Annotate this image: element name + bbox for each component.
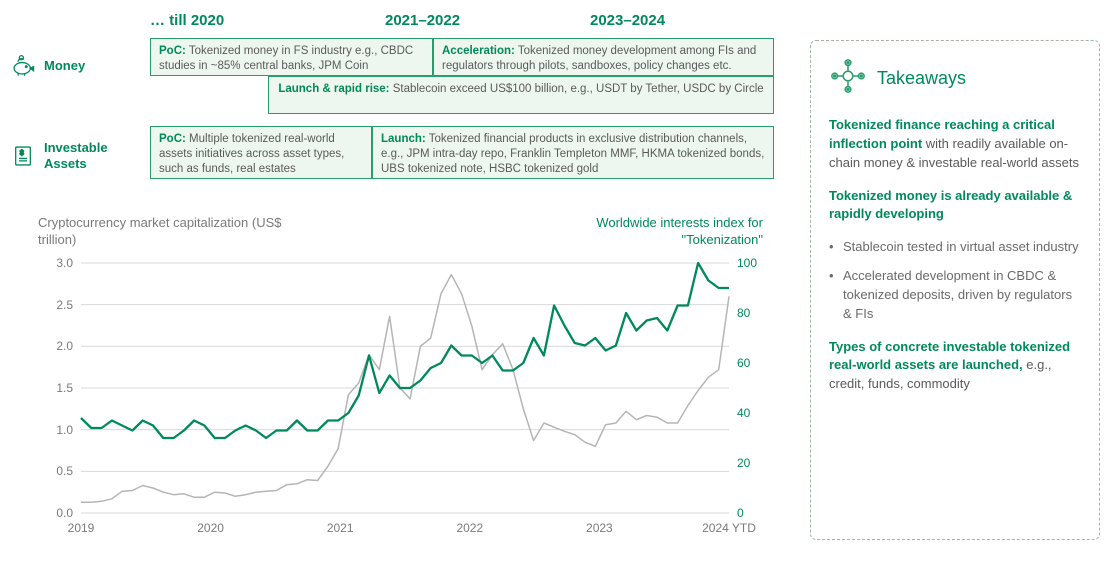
x-tick: 2022 <box>430 521 510 535</box>
x-tick: 2020 <box>171 521 251 535</box>
takeaway-2: Tokenized money is already available & r… <box>829 187 1081 225</box>
network-icon <box>829 57 867 100</box>
y-left-tick: 0.5 <box>26 464 73 478</box>
x-tick: 2021 <box>300 521 380 535</box>
x-tick: 2019 <box>41 521 121 535</box>
box-money-launch: Launch & rapid rise: Stablecoin exceed U… <box>268 76 774 114</box>
document-dollar-icon: $ <box>10 143 36 169</box>
box-text: Tokenized money in FS industry e.g., CBD… <box>159 45 413 72</box>
piggy-bank-icon <box>10 52 36 78</box>
period-2: 2021–2022 <box>385 12 590 29</box>
box-text: Multiple tokenized real-world assets ini… <box>159 133 344 175</box>
takeaway-strong: Tokenized money is already available & r… <box>829 188 1072 222</box>
x-tick: 2023 <box>559 521 639 535</box>
takeaways-heading-text: Takeaways <box>877 68 966 89</box>
box-assets-poc: PoC: Multiple tokenized real-world asset… <box>150 126 372 179</box>
row-label-money-text: Money <box>44 58 85 73</box>
box-strong: PoC: <box>159 133 186 145</box>
box-text: Stablecoin exceed US$100 billion, e.g., … <box>390 83 764 95</box>
takeaway-3: Types of concrete investable tokenized r… <box>829 338 1081 395</box>
chart-area: Cryptocurrency market capitalization (US… <box>26 215 771 555</box>
box-money-accel: Acceleration: Tokenized money developmen… <box>433 38 774 76</box>
x-tick: 2024 YTD <box>689 521 769 535</box>
row-label-assets-text: Investable Assets <box>44 140 140 171</box>
box-strong: Launch & rapid rise: <box>278 83 389 95</box>
takeaways-panel: Takeaways Tokenized finance reaching a c… <box>810 40 1100 540</box>
box-strong: Launch: <box>381 133 426 145</box>
svg-text:$: $ <box>20 148 24 157</box>
box-text: Tokenized financial products in exclusiv… <box>381 133 764 175</box>
period-header: … till 2020 2021–2022 2023–2024 <box>150 12 770 29</box>
y-left-tick: 2.0 <box>26 339 73 353</box>
y-left-tick: 1.0 <box>26 423 73 437</box>
y-left-tick: 1.5 <box>26 381 73 395</box>
bullet-item: Stablecoin tested in virtual asset indus… <box>829 238 1081 257</box>
box-assets-launch: Launch: Tokenized financial products in … <box>372 126 774 179</box>
y-right-tick: 80 <box>737 306 750 320</box>
y-right-tick: 60 <box>737 356 750 370</box>
y-right-tick: 100 <box>737 256 757 270</box>
y-right-tick: 0 <box>737 506 744 520</box>
period-3: 2023–2024 <box>590 12 760 29</box>
takeaway-bullets: Stablecoin tested in virtual asset indus… <box>829 238 1081 323</box>
chart-plot <box>26 215 779 523</box>
takeaways-heading: Takeaways <box>829 57 1081 100</box>
box-strong: Acceleration: <box>442 45 515 57</box>
row-label-money: Money <box>10 52 85 78</box>
y-left-tick: 2.5 <box>26 298 73 312</box>
y-left-tick: 0.0 <box>26 506 73 520</box>
y-left-tick: 3.0 <box>26 256 73 270</box>
bullet-item: Accelerated development in CBDC & tokeni… <box>829 267 1081 324</box>
main-panel: … till 2020 2021–2022 2023–2024 Money $ … <box>0 0 790 571</box>
box-strong: PoC: <box>159 45 186 57</box>
box-money-poc: PoC: Tokenized money in FS industry e.g.… <box>150 38 433 76</box>
period-1: … till 2020 <box>150 12 385 29</box>
y-right-tick: 40 <box>737 406 750 420</box>
y-right-tick: 20 <box>737 456 750 470</box>
takeaway-1: Tokenized finance reaching a critical in… <box>829 116 1081 173</box>
series-interest <box>81 263 729 438</box>
row-label-assets: $ Investable Assets <box>10 140 140 171</box>
